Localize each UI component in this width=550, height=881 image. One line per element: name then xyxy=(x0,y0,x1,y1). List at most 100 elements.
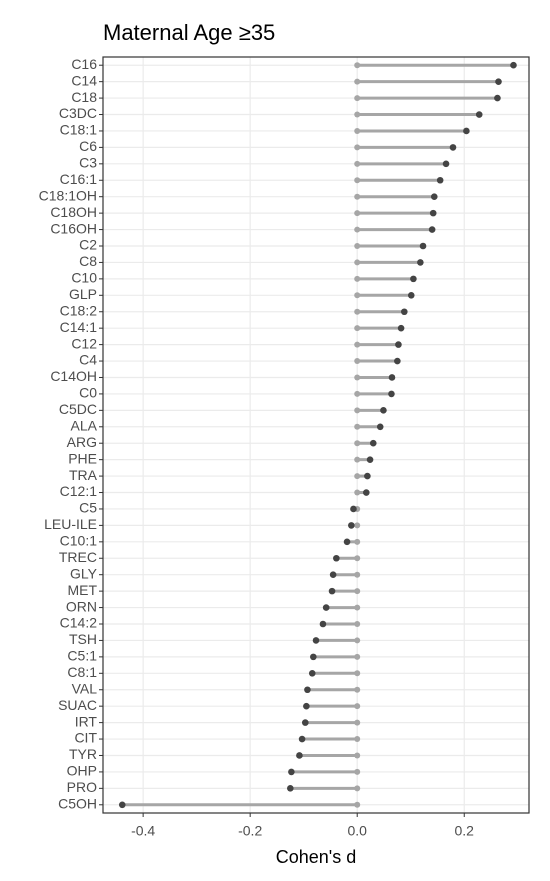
base-dot xyxy=(354,489,361,496)
y-tick-label: C2 xyxy=(79,237,97,253)
y-tick-label: C10 xyxy=(71,270,97,286)
y-tick-label: C5DC xyxy=(59,401,97,417)
y-tick-label: MET xyxy=(67,582,97,598)
base-dot xyxy=(354,686,361,693)
dot xyxy=(395,341,402,348)
y-tick-label: IRT xyxy=(75,713,98,729)
base-dot xyxy=(354,226,361,233)
y-tick-label: C5OH xyxy=(58,795,97,811)
x-tick-label: 0.2 xyxy=(455,823,475,839)
dot xyxy=(410,275,417,283)
base-dot xyxy=(354,193,361,200)
dot xyxy=(417,259,424,266)
dot xyxy=(308,670,316,677)
base-dot xyxy=(354,144,361,151)
base-dot xyxy=(354,752,361,759)
y-tick-label: TREC xyxy=(59,549,97,565)
dot xyxy=(380,407,387,414)
base-dot xyxy=(354,736,361,743)
dot xyxy=(388,390,395,398)
y-tick-label: C14:1 xyxy=(60,319,98,335)
y-tick-label: C3DC xyxy=(59,105,97,121)
base-dot xyxy=(354,111,361,118)
dot xyxy=(329,571,337,578)
y-tick-label: ARG xyxy=(67,434,97,450)
dot xyxy=(310,653,317,661)
dot xyxy=(394,357,401,365)
base-dot xyxy=(354,341,361,348)
base-dot xyxy=(354,670,361,677)
dot xyxy=(442,160,450,168)
base-dot xyxy=(354,358,361,365)
dot xyxy=(312,637,320,644)
y-tick-label: C18OH xyxy=(50,204,97,220)
base-dot xyxy=(354,653,361,660)
y-tick-label: C18:1 xyxy=(60,122,98,138)
y-tick-label: OHP xyxy=(67,763,97,779)
base-dot xyxy=(354,292,361,299)
dot xyxy=(333,554,340,562)
y-tick-label: C14:2 xyxy=(60,615,98,631)
base-dot xyxy=(354,308,361,315)
y-tick-label: TYR xyxy=(69,746,97,762)
x-tick-label: -0.4 xyxy=(131,823,155,839)
y-tick-label: C5:1 xyxy=(67,648,97,664)
dot xyxy=(319,620,327,628)
base-dot xyxy=(354,325,361,332)
base-dot xyxy=(354,473,361,480)
y-tick-label: TRA xyxy=(69,467,98,483)
base-dot xyxy=(354,390,361,397)
dot xyxy=(348,522,355,529)
base-dot xyxy=(354,571,361,578)
dot xyxy=(407,292,415,299)
dot xyxy=(363,489,370,496)
dot xyxy=(298,735,306,743)
dot xyxy=(118,801,126,809)
y-tick-label: TSH xyxy=(69,631,97,647)
base-dot xyxy=(354,177,361,184)
chart-title: Maternal Age ≥35 xyxy=(103,20,275,45)
y-tick-label: GLY xyxy=(70,565,98,581)
dot xyxy=(322,604,330,611)
dot xyxy=(328,587,336,595)
dot xyxy=(449,144,457,151)
y-tick-label: C8 xyxy=(79,253,97,269)
dot xyxy=(350,505,357,513)
y-tick-label: CIT xyxy=(74,730,97,746)
dot xyxy=(288,768,295,776)
dot xyxy=(343,538,351,546)
base-dot xyxy=(354,637,361,644)
y-tick-label: C10:1 xyxy=(60,533,98,549)
y-tick-label: C16:1 xyxy=(60,171,98,187)
base-dot xyxy=(354,440,361,447)
y-tick-label: C4 xyxy=(79,352,97,368)
y-tick-label: ORN xyxy=(66,598,97,614)
y-tick-label: C16OH xyxy=(50,220,97,236)
dot xyxy=(463,127,470,135)
base-dot xyxy=(354,703,361,710)
base-dot xyxy=(354,275,361,282)
dot xyxy=(366,456,374,463)
dot xyxy=(388,374,396,381)
y-tick-label: C8:1 xyxy=(67,664,97,680)
y-tick-label: PHE xyxy=(68,450,97,466)
base-dot xyxy=(354,259,361,266)
y-tick-label: PRO xyxy=(67,779,97,795)
base-dot xyxy=(354,604,361,611)
dot xyxy=(429,209,437,217)
y-tick-label: C0 xyxy=(79,385,97,401)
dot xyxy=(475,111,483,118)
base-dot xyxy=(354,407,361,414)
y-tick-label: C18:2 xyxy=(60,302,98,318)
base-dot xyxy=(354,768,361,775)
y-tick-label: C16 xyxy=(71,56,97,72)
base-dot xyxy=(354,374,361,381)
dot xyxy=(397,324,405,332)
y-tick-label: C12:1 xyxy=(60,483,98,499)
y-tick-label: C3 xyxy=(79,155,97,171)
base-dot xyxy=(354,456,361,463)
dot xyxy=(369,439,377,447)
base-dot xyxy=(354,243,361,249)
y-tick-label: SUAC xyxy=(58,697,97,713)
panel-border xyxy=(102,56,530,814)
